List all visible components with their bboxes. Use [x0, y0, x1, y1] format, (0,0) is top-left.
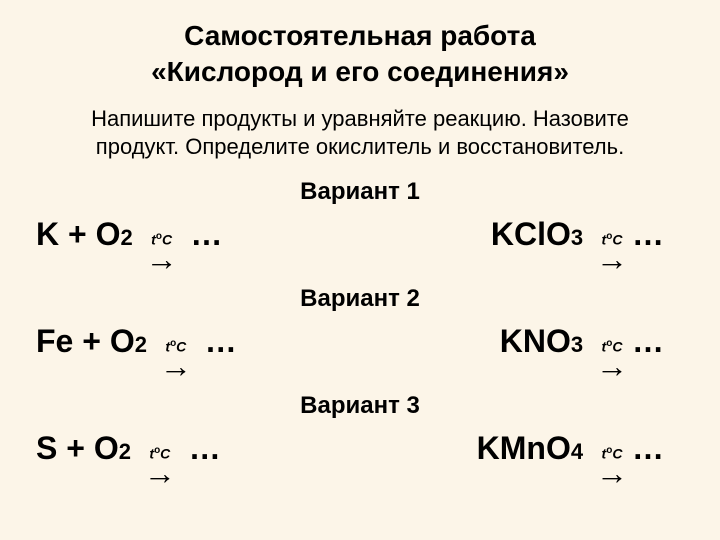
reaction-1-left: K + O2 tоС→ …	[36, 216, 223, 275]
dots: …	[632, 430, 664, 467]
reaction-2-right-formula: KNO	[500, 323, 571, 360]
dots: …	[191, 216, 223, 253]
dots: …	[632, 323, 664, 360]
subtitle-line-2: продукт. Определите окислитель и восстан…	[96, 134, 624, 159]
dots: …	[205, 323, 237, 360]
reaction-2-left-sub: 2	[135, 332, 147, 358]
reaction-2-right-sub: 3	[571, 332, 583, 358]
reaction-1-right-formula: KClO	[491, 216, 571, 253]
reaction-1-right: KClO3 tоС→…	[491, 216, 664, 275]
reaction-row-2: Fe + O2 tоС→ … KNO3 tоС→…	[36, 323, 684, 382]
arrow-wrap: tоС→	[144, 446, 176, 489]
variant-label-3: Вариант 3	[36, 392, 684, 420]
reaction-3-left-formula: S + O	[36, 430, 119, 467]
reaction-3-right-sub: 4	[571, 439, 583, 465]
variant-label-1: Вариант 1	[36, 178, 684, 206]
arrow-wrap: tоС→	[596, 446, 628, 489]
reaction-row-3: S + O2 tоС→ … KMnO4 tоС→…	[36, 430, 684, 489]
title-line-2: «Кислород и его соединения»	[151, 56, 569, 87]
variant-label-2: Вариант 2	[36, 285, 684, 313]
arrow-icon: →	[146, 243, 178, 275]
reaction-2-left-formula: Fe + O	[36, 323, 135, 360]
reaction-1-left-formula: K + O	[36, 216, 120, 253]
reaction-3-right: KMnO4 tоС→…	[477, 430, 664, 489]
reaction-1-right-sub: 3	[571, 225, 583, 251]
worksheet-instructions: Напишите продукты и уравняйте реакцию. Н…	[36, 105, 684, 162]
reaction-1-left-sub: 2	[120, 225, 132, 251]
worksheet-title: Самостоятельная работа «Кислород и его с…	[36, 18, 684, 91]
arrow-wrap: tоС→	[146, 232, 178, 275]
dots: …	[189, 430, 221, 467]
arrow-wrap: tоС→	[160, 339, 192, 382]
reaction-3-right-formula: KMnO	[477, 430, 571, 467]
reaction-3-left-sub: 2	[119, 439, 131, 465]
arrow-wrap: tоС→	[596, 339, 628, 382]
arrow-icon: →	[596, 243, 628, 275]
dots: …	[632, 216, 664, 253]
arrow-icon: →	[596, 350, 628, 382]
arrow-icon: →	[144, 457, 176, 489]
reaction-2-left: Fe + O2 tоС→ …	[36, 323, 237, 382]
reaction-row-1: K + O2 tоС→ … KClO3 tоС→…	[36, 216, 684, 275]
title-line-1: Самостоятельная работа	[184, 20, 536, 51]
arrow-wrap: tоС→	[596, 232, 628, 275]
reaction-3-left: S + O2 tоС→ …	[36, 430, 221, 489]
arrow-icon: →	[596, 457, 628, 489]
subtitle-line-1: Напишите продукты и уравняйте реакцию. Н…	[91, 106, 629, 131]
arrow-icon: →	[160, 350, 192, 382]
reaction-2-right: KNO3 tоС→…	[500, 323, 664, 382]
